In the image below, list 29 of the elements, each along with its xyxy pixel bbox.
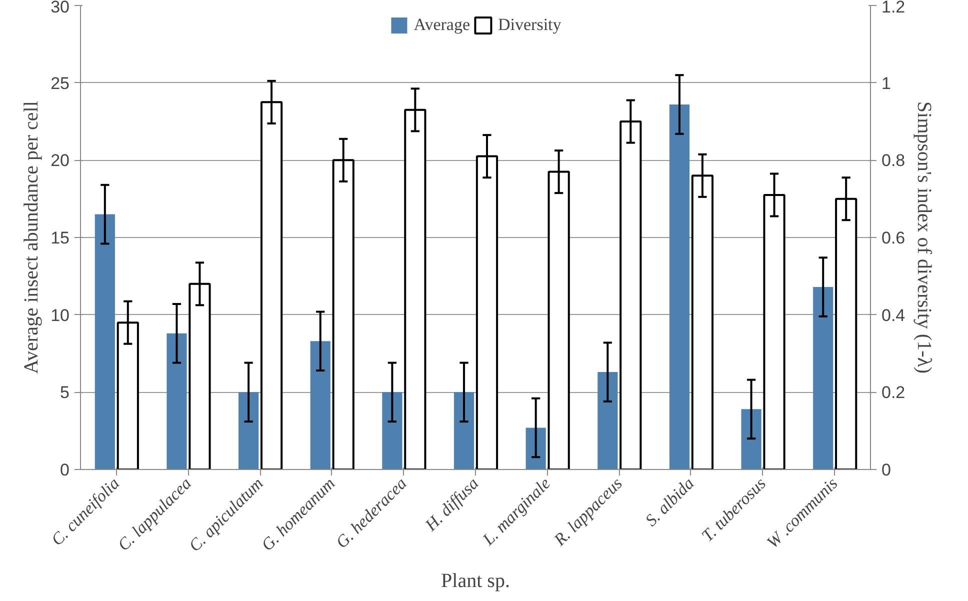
legend-label: Average bbox=[414, 15, 470, 35]
bar bbox=[166, 333, 187, 470]
y-tick-label: 0 bbox=[60, 460, 70, 480]
y-tick-label: 30 bbox=[50, 0, 70, 16]
bar bbox=[310, 341, 330, 470]
y-tick-label: 25 bbox=[50, 74, 70, 93]
bar bbox=[741, 409, 762, 470]
y2-tick-label: 0.6 bbox=[882, 228, 906, 248]
y-tick-label: 20 bbox=[50, 151, 70, 170]
x-axis-title: Plant sp. bbox=[441, 570, 510, 592]
y2-tick-label: 0.4 bbox=[882, 306, 906, 325]
bar bbox=[598, 372, 618, 470]
bar bbox=[813, 286, 834, 470]
y2-tick-label: 0.8 bbox=[882, 151, 906, 170]
y-tick-label: 15 bbox=[50, 228, 70, 248]
y2-tick-label: 1 bbox=[882, 74, 891, 93]
bar bbox=[94, 214, 115, 470]
y-tick-label: 10 bbox=[50, 306, 70, 325]
bar bbox=[238, 392, 259, 470]
y2-axis-title: Simpson's index of diversity (1-λ) bbox=[913, 101, 936, 374]
y2-tick-label: 0.2 bbox=[882, 383, 906, 402]
bar bbox=[382, 392, 402, 470]
y2-tick-label: 0 bbox=[882, 460, 891, 480]
y-tick-label: 5 bbox=[60, 383, 70, 402]
bar bbox=[454, 392, 474, 470]
y2-tick-label: 1.2 bbox=[882, 0, 906, 16]
bar bbox=[526, 428, 546, 470]
legend-label: Diversity bbox=[498, 15, 562, 35]
y-axis-title: Average insect abundance per cell bbox=[20, 100, 43, 374]
